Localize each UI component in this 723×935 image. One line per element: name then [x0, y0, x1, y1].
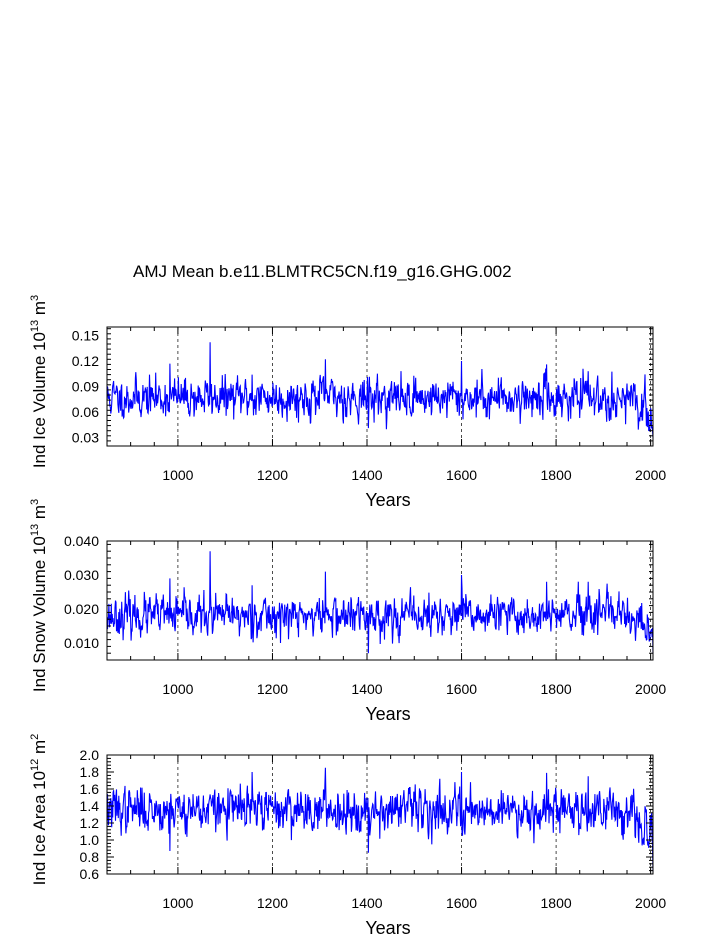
series-line-ice-volume: [106, 342, 654, 438]
y-tick-label: 1.8: [80, 764, 100, 780]
x-tick-label: 1000: [162, 467, 193, 483]
x-tick-label: 2000: [635, 895, 666, 911]
y-tick-label: 1.2: [80, 815, 100, 831]
x-tick-label: 1200: [257, 895, 288, 911]
x-tick-label: 1600: [446, 895, 477, 911]
x-tick-label: 2000: [635, 467, 666, 483]
x-tick-label: 1800: [541, 681, 572, 697]
x-tick-label: 1600: [446, 467, 477, 483]
x-axis-title: Years: [365, 704, 410, 724]
x-tick-label: 1400: [351, 895, 382, 911]
series-line-snow-volume: [106, 551, 654, 654]
y-tick-label: 0.020: [64, 601, 99, 617]
y-tick-label: 1.4: [80, 798, 100, 814]
y-tick-label: 0.6: [80, 866, 100, 882]
plot-frame: [106, 326, 654, 447]
y-tick-label: 0.010: [64, 635, 99, 651]
y-axis-title: Ind Ice Volume 1013 m3: [29, 295, 49, 468]
x-axis-title: Years: [365, 918, 410, 935]
x-tick-label: 1000: [162, 681, 193, 697]
panel-snow-volume: 1000 1200 1400 1600 1800 2000 0.010 0.020 0.030 0…: [29, 499, 666, 724]
x-tick-label: 1000: [162, 895, 193, 911]
x-tick-label: 1200: [257, 467, 288, 483]
x-tick-label: 1400: [351, 467, 382, 483]
y-tick-label: 2.0: [80, 747, 100, 763]
series-line-ice-area: [106, 767, 654, 872]
x-tick-label: 1600: [446, 681, 477, 697]
x-tick-label: 2000: [635, 681, 666, 697]
y-tick-label: 0.06: [72, 404, 99, 420]
panel-ice-area: 1000 1200 1400 1600 1800 20000.60.81.01.21.41…: [29, 734, 666, 935]
y-tick-label: 0.030: [64, 567, 99, 583]
x-tick-label: 1800: [541, 467, 572, 483]
y-tick-label: 0.09: [72, 379, 99, 395]
y-tick-label: 1.0: [80, 832, 100, 848]
y-tick-label: 0.15: [72, 328, 99, 344]
y-tick-label: 0.12: [72, 353, 99, 369]
y-axis-title: Ind Snow Volume 1013 m3: [29, 499, 49, 692]
plot-frame: [106, 754, 654, 875]
panel-ice-volume: 1000 1200 1400 1600 1800 2000 0.03 0.06 0.09 0.12…: [29, 295, 666, 510]
y-tick-label: 0.8: [80, 849, 100, 865]
y-tick-label: 0.040: [64, 533, 99, 549]
y-tick-label: 1.6: [80, 781, 100, 797]
y-axis-title: Ind Ice Area 1012 m2: [29, 734, 49, 886]
y-tick-label: 0.03: [72, 430, 99, 446]
x-axis-title: Years: [365, 490, 410, 510]
x-tick-label: 1800: [541, 895, 572, 911]
plot-frame: [106, 540, 654, 661]
chart-title: AMJ Mean b.e11.BLMTRC5CN.f19_g16.GHG.002: [133, 262, 512, 281]
x-tick-label: 1200: [257, 681, 288, 697]
x-tick-label: 1400: [351, 681, 382, 697]
